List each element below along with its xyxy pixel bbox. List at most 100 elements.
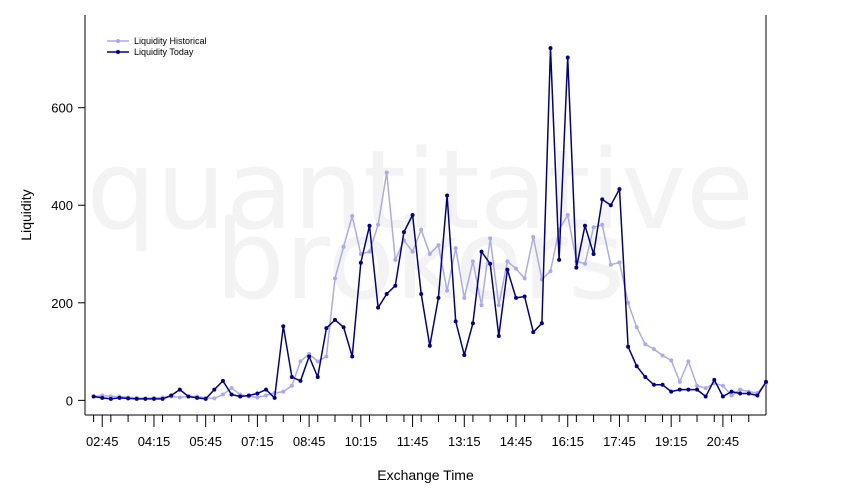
data-point (720, 383, 725, 388)
axes: 0 200 400 600 02:45 04:15 05:45 07:15 08:45 10:15… (18, 15, 767, 483)
data-point (151, 396, 156, 401)
data-point (729, 389, 734, 394)
data-point (453, 319, 458, 324)
data-point (643, 374, 648, 379)
x-tick-label: 20:45 (707, 434, 740, 449)
data-point (229, 386, 234, 391)
data-point (358, 252, 363, 257)
data-point (600, 222, 605, 227)
data-point (229, 392, 234, 397)
data-point (289, 374, 294, 379)
data-point (548, 269, 553, 274)
data-point (686, 387, 691, 392)
data-point (108, 396, 113, 401)
data-point (626, 344, 631, 349)
data-point (453, 246, 458, 251)
data-point (264, 387, 269, 392)
data-point (686, 359, 691, 364)
data-point (315, 359, 320, 364)
data-point (462, 295, 467, 300)
data-point (539, 321, 544, 326)
data-point (738, 387, 743, 392)
data-point (117, 395, 122, 400)
data-point (367, 223, 372, 228)
data-point (729, 393, 734, 398)
data-point (134, 396, 139, 401)
data-point (393, 283, 398, 288)
data-point (212, 387, 217, 392)
data-point (445, 193, 450, 198)
data-point (143, 396, 148, 401)
y-tick-label: 0 (66, 393, 73, 408)
data-point (746, 391, 751, 396)
x-tick-label: 16:15 (551, 434, 584, 449)
data-point (350, 354, 355, 359)
x-tick-label: 02:45 (86, 434, 119, 449)
data-point (462, 353, 467, 357)
data-point (427, 252, 432, 257)
data-point (505, 267, 510, 272)
data-point (324, 354, 329, 359)
data-point (195, 395, 200, 400)
data-point (582, 261, 587, 266)
series-today (91, 46, 768, 401)
data-point (488, 261, 493, 266)
data-point (764, 379, 768, 384)
data-point (358, 260, 363, 265)
x-tick-label: 13:15 (448, 434, 481, 449)
data-point (488, 236, 493, 241)
data-point (410, 213, 415, 217)
watermark-text-2: brokers (215, 196, 625, 324)
data-point (281, 324, 286, 329)
data-point (591, 252, 596, 257)
x-tick-label: 04:15 (138, 434, 171, 449)
data-point (565, 213, 570, 217)
data-point (255, 395, 260, 400)
data-point (643, 342, 648, 347)
data-point (220, 378, 225, 383)
data-point (255, 391, 260, 396)
data-point (608, 262, 613, 267)
data-point (677, 379, 682, 384)
data-point (617, 260, 622, 265)
data-point (341, 325, 346, 330)
data-point (307, 354, 312, 359)
legend-label: Liquidity Today (134, 47, 194, 57)
data-point (350, 213, 355, 218)
data-point (376, 222, 381, 227)
data-point (427, 343, 432, 348)
data-point (651, 382, 656, 387)
data-point (177, 395, 182, 400)
data-point (626, 300, 631, 305)
data-point (410, 249, 415, 254)
data-point (220, 392, 225, 397)
data-point (669, 389, 674, 394)
data-point (298, 378, 303, 383)
data-point (376, 305, 381, 310)
data-point (332, 276, 337, 281)
data-point (100, 395, 105, 400)
data-point (212, 396, 217, 401)
data-point (436, 243, 441, 248)
data-point (177, 387, 182, 392)
data-point (91, 394, 96, 399)
legend-label: Liquidity Historical (134, 36, 207, 46)
data-point (703, 386, 708, 391)
data-point (169, 393, 174, 398)
data-point (298, 359, 303, 364)
data-point (582, 223, 587, 228)
y-tick-label: 600 (51, 101, 73, 116)
data-point (341, 244, 346, 249)
series-layer (91, 46, 768, 401)
data-point (264, 393, 269, 398)
y-tick-label: 200 (51, 296, 73, 311)
x-tick-label: 05:45 (189, 434, 222, 449)
y-tick-label: 400 (51, 198, 73, 213)
data-point (531, 234, 536, 239)
x-tick-label: 14:45 (500, 434, 533, 449)
data-point (608, 203, 613, 208)
data-point (695, 383, 700, 388)
data-point (384, 170, 389, 175)
data-point (436, 295, 441, 300)
data-point (703, 394, 708, 399)
